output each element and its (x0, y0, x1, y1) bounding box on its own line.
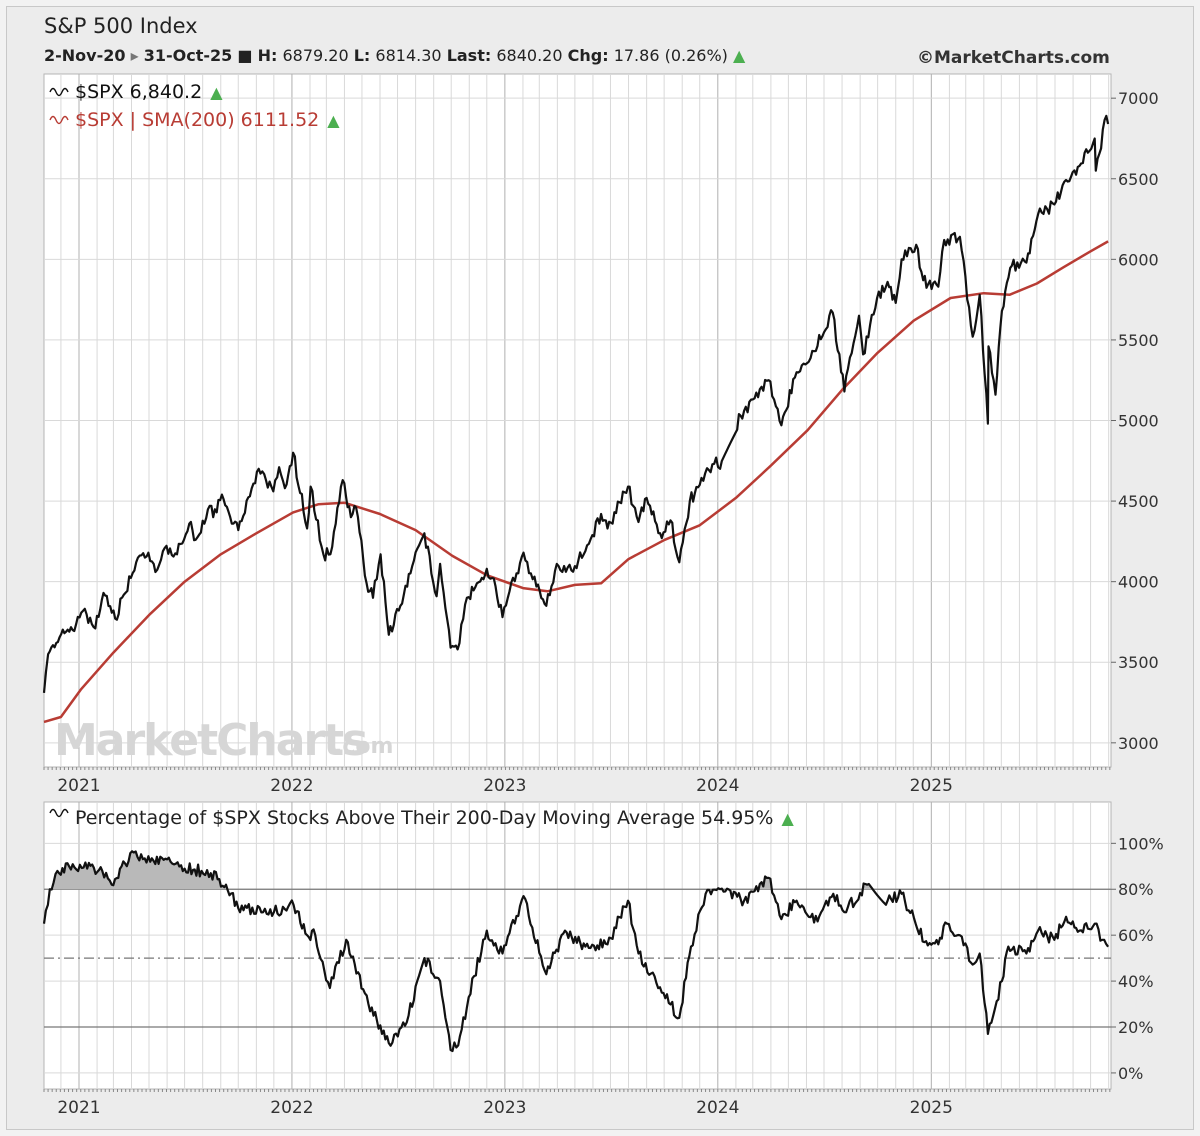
chg-value: 17.86 (0.26%) (613, 46, 728, 65)
spx-price-line (42, 114, 1110, 694)
breadth-line (42, 850, 1110, 1053)
price-y-tick-label: 4500 (1118, 492, 1159, 511)
legend-line-icon (49, 808, 69, 818)
square-bullet-icon: ■ (237, 46, 253, 65)
breadth-y-tick-label: 0% (1118, 1064, 1143, 1083)
price-y-tick-label: 3500 (1118, 653, 1159, 672)
legend-breadth: Percentage of $SPX Stocks Above Their 20… (75, 807, 773, 829)
last-value: 6840.20 (496, 46, 563, 65)
price-y-tick-label: 7000 (1118, 89, 1159, 108)
price-y-tick-label: 5500 (1118, 331, 1159, 350)
high-label: H: (257, 46, 278, 65)
high-value: 6879.20 (282, 46, 349, 65)
price-x-tick-label: 2025 (910, 776, 953, 796)
breadth-x-tick-label: 2025 (910, 1098, 953, 1118)
legend-sma200: $SPX | SMA(200) 6111.52 (75, 109, 319, 131)
price-y-tick-label: 6500 (1118, 170, 1159, 189)
price-x-tick-label: 2022 (270, 776, 313, 796)
breadth-y-tick-label: 20% (1118, 1018, 1154, 1037)
price-y-tick-label: 3000 (1118, 734, 1159, 753)
watermark-logo: MarketCharts (54, 715, 367, 766)
up-triangle-icon: ▲ (781, 809, 794, 828)
price-gridlines (44, 74, 1111, 767)
last-label: Last: (446, 46, 492, 65)
sma200-line (43, 240, 1109, 724)
price-x-tick-label: 2021 (57, 776, 100, 796)
date-end: 31-Oct-25 (143, 46, 233, 65)
legend-spx: $SPX 6,840.2 (75, 81, 202, 103)
low-value: 6814.30 (375, 46, 442, 65)
breadth-y-tick-label: 100% (1118, 834, 1164, 853)
above-80-fill (53, 851, 875, 890)
copyright: ©MarketCharts.com (917, 48, 1110, 68)
up-triangle-icon: ▲ (327, 111, 340, 130)
legend-line-icon (49, 115, 69, 125)
price-x-tick-label: 2023 (483, 776, 526, 796)
breadth-y-tick-label: 80% (1118, 880, 1154, 899)
up-triangle-icon: ▲ (210, 83, 223, 102)
date-start: 2-Nov-20 (44, 46, 126, 65)
breadth-y-tick-label: 60% (1118, 926, 1154, 945)
watermark-suffix: .com (334, 734, 393, 759)
price-y-tick-label: 4000 (1118, 573, 1159, 592)
range-arrow-icon: ▸ (130, 46, 139, 65)
price-chart: 3000 3500 4000 4500 5000 5500 6000 6500 7000 2021… (42, 73, 1159, 796)
breadth-x-tick-label: 2024 (696, 1098, 739, 1118)
price-y-tick-label: 5000 (1118, 412, 1159, 431)
low-label: L: (353, 46, 371, 65)
price-y-tick-label: 6000 (1118, 250, 1159, 269)
up-triangle-icon: ▲ (732, 46, 746, 65)
breadth-x-tick-label: 2021 (57, 1098, 100, 1118)
price-x-tick-label: 2024 (696, 776, 739, 796)
chart-title: S&P 500 Index (44, 14, 198, 38)
breadth-plot-area (43, 801, 1112, 1090)
breadth-y-tick-label: 40% (1118, 972, 1154, 991)
breadth-x-tick-label: 2022 (270, 1098, 313, 1118)
chg-label: Chg: (567, 46, 609, 65)
quote-info-line: 2-Nov-20 ▸ 31-Oct-25 ■ H: 6879.20 L: 681… (44, 46, 745, 65)
breadth-x-tick-label: 2023 (483, 1098, 526, 1118)
legend-line-icon (49, 87, 69, 97)
